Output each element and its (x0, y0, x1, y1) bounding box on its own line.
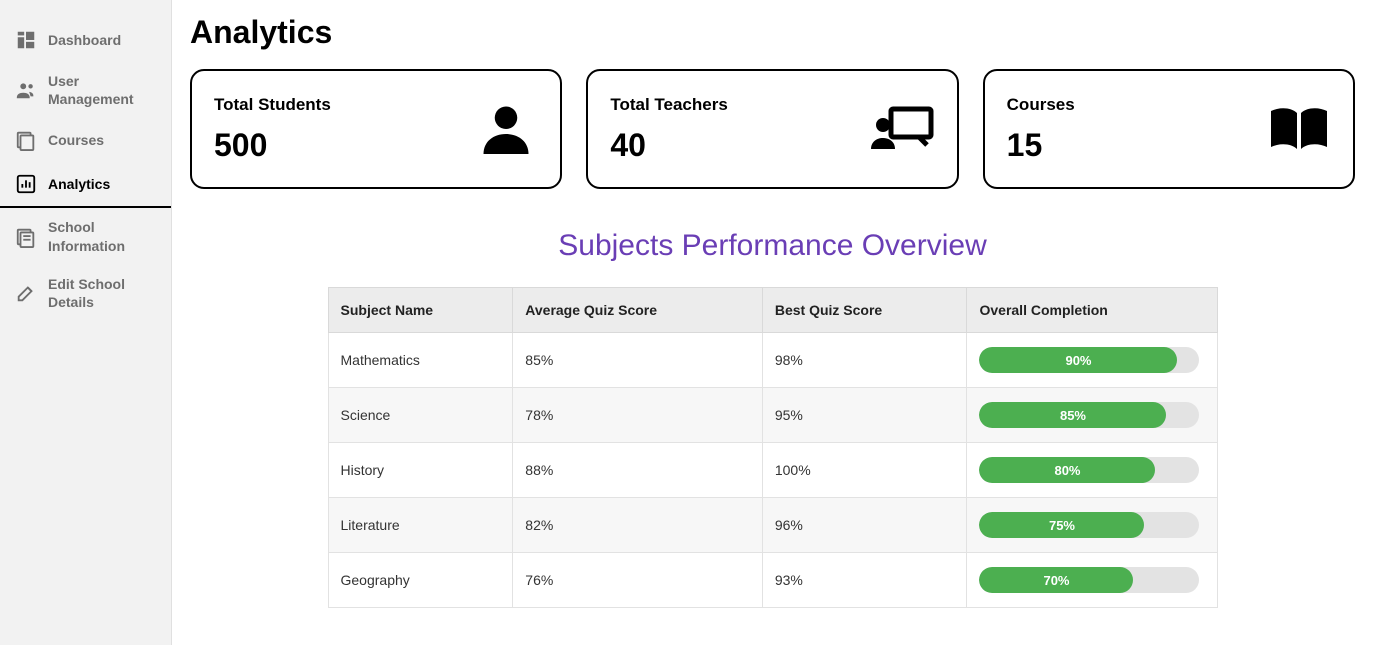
col-header-completion: Overall Completion (967, 288, 1217, 333)
cell-completion: 75% (967, 498, 1217, 553)
cell-subject: Geography (328, 553, 513, 608)
progress-bar: 70% (979, 567, 1199, 593)
stat-label: Courses (1007, 95, 1075, 115)
sidebar-item-courses[interactable]: Courses (0, 118, 171, 162)
sidebar-item-label: Courses (48, 131, 157, 149)
cell-best: 93% (762, 553, 967, 608)
sidebar: Dashboard User Management Courses Analyt… (0, 0, 172, 645)
info-icon (14, 225, 38, 249)
col-header-best: Best Quiz Score (762, 288, 967, 333)
progress-bar-fill: 90% (979, 347, 1177, 373)
cell-subject: Mathematics (328, 333, 513, 388)
courses-icon (14, 128, 38, 152)
stat-value: 40 (610, 127, 727, 164)
cell-subject: Science (328, 388, 513, 443)
main-content: Analytics Total Students 500 Total Teach… (172, 0, 1373, 645)
cell-completion: 70% (967, 553, 1217, 608)
stat-value: 15 (1007, 127, 1075, 164)
progress-bar-fill: 80% (979, 457, 1155, 483)
stat-value: 500 (214, 127, 331, 164)
stat-card-students: Total Students 500 (190, 69, 562, 189)
cell-best: 100% (762, 443, 967, 498)
sidebar-item-label: User Management (48, 72, 157, 108)
student-icon (474, 97, 538, 161)
performance-table: Subject Name Average Quiz Score Best Qui… (328, 287, 1218, 608)
table-row: Science78%95% 85% (328, 388, 1217, 443)
sidebar-item-school-info[interactable]: School Information (0, 208, 171, 264)
table-row: History88%100% 80% (328, 443, 1217, 498)
stat-label: Total Teachers (610, 95, 727, 115)
cell-best: 96% (762, 498, 967, 553)
cell-avg: 85% (513, 333, 763, 388)
users-icon (14, 78, 38, 102)
stat-cards-row: Total Students 500 Total Teachers 40 (190, 69, 1355, 189)
sidebar-item-label: Dashboard (48, 31, 157, 49)
col-header-avg: Average Quiz Score (513, 288, 763, 333)
analytics-icon (14, 172, 38, 196)
sidebar-item-user-management[interactable]: User Management (0, 62, 171, 118)
table-row: Geography76%93% 70% (328, 553, 1217, 608)
cell-completion: 85% (967, 388, 1217, 443)
sidebar-item-analytics[interactable]: Analytics (0, 162, 171, 208)
teacher-icon (871, 97, 935, 161)
sidebar-item-label: School Information (48, 218, 157, 254)
progress-bar-fill: 70% (979, 567, 1133, 593)
cell-completion: 80% (967, 443, 1217, 498)
edit-icon (14, 281, 38, 305)
sidebar-item-label: Edit School Details (48, 275, 157, 311)
progress-bar: 90% (979, 347, 1199, 373)
stat-card-courses: Courses 15 (983, 69, 1355, 189)
table-row: Mathematics85%98% 90% (328, 333, 1217, 388)
progress-bar: 85% (979, 402, 1199, 428)
stat-label: Total Students (214, 95, 331, 115)
progress-bar: 80% (979, 457, 1199, 483)
table-header-row: Subject Name Average Quiz Score Best Qui… (328, 288, 1217, 333)
progress-bar-fill: 85% (979, 402, 1166, 428)
sidebar-item-edit-school[interactable]: Edit School Details (0, 265, 171, 321)
table-row: Literature82%96% 75% (328, 498, 1217, 553)
sidebar-item-dashboard[interactable]: Dashboard (0, 18, 171, 62)
performance-table-title: Subjects Performance Overview (190, 229, 1355, 263)
cell-avg: 76% (513, 553, 763, 608)
cell-subject: Literature (328, 498, 513, 553)
cell-best: 98% (762, 333, 967, 388)
cell-completion: 90% (967, 333, 1217, 388)
book-icon (1267, 97, 1331, 161)
cell-subject: History (328, 443, 513, 498)
cell-avg: 88% (513, 443, 763, 498)
cell-avg: 82% (513, 498, 763, 553)
performance-table-wrap: Subject Name Average Quiz Score Best Qui… (190, 287, 1355, 608)
col-header-subject: Subject Name (328, 288, 513, 333)
cell-best: 95% (762, 388, 967, 443)
sidebar-item-label: Analytics (48, 175, 157, 193)
page-title: Analytics (190, 14, 1355, 51)
dashboard-icon (14, 28, 38, 52)
progress-bar: 75% (979, 512, 1199, 538)
progress-bar-fill: 75% (979, 512, 1144, 538)
cell-avg: 78% (513, 388, 763, 443)
stat-card-teachers: Total Teachers 40 (586, 69, 958, 189)
